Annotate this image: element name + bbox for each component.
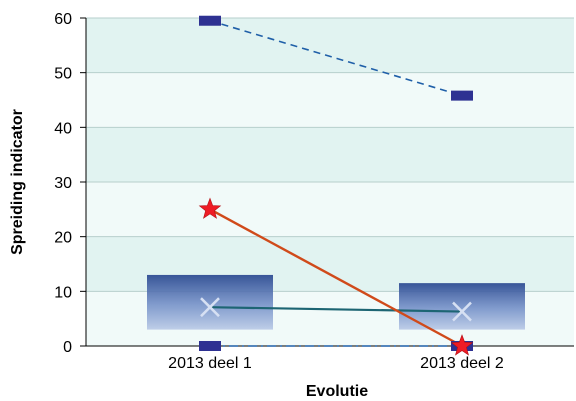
y-tick-label: 60 [54,11,72,28]
boxes [147,274,525,330]
plot-band [86,18,574,73]
plot-bands [86,18,574,346]
mean-line [209,306,463,313]
plot-band [86,72,574,128]
y-axis-title: Spreiding indicator [9,109,26,255]
y-tick-label: 40 [54,120,72,137]
max-marker [451,90,473,101]
max-marker [199,15,221,26]
y-tick-label: 10 [54,284,72,301]
y-tick-label: 20 [54,230,72,247]
box [399,283,525,330]
max-line [209,19,463,97]
x-tick-label: 2013 deel 1 [168,355,252,372]
series-lines [209,19,463,348]
highlight-line [209,208,463,348]
x-axis-title: Evolutie [306,383,368,400]
plot-band [86,127,574,182]
y-tick-label: 50 [54,66,72,83]
y-tick-label: 30 [54,175,72,192]
plot-band [86,182,574,237]
mean-marker-stroke [200,297,220,318]
tick-labels: 0 10 20 30 40 50 60 2013 deel 1 2013 deel 2 [54,11,504,372]
min-marker [199,341,221,351]
x-tick-label: 2013 deel 2 [420,355,504,372]
mean-marker [200,297,220,318]
box [147,274,273,330]
series-markers [198,15,474,356]
star-marker [450,334,474,356]
y-tick-label: 0 [63,339,72,356]
mean-marker-stroke [452,301,472,322]
mean-marker [452,301,472,322]
star-marker [198,197,222,219]
